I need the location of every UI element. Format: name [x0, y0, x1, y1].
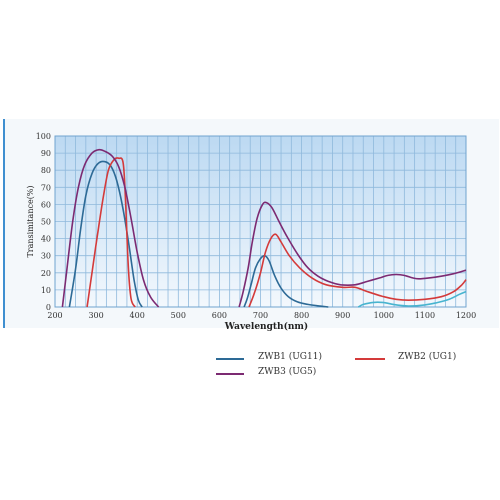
series-line-1-0 — [357, 290, 467, 308]
legend-swatch-zwb1 — [216, 358, 244, 360]
x-tick-label: 1200 — [456, 311, 476, 320]
y-tick-label: 20 — [41, 269, 51, 278]
y-tick-label: 100 — [36, 132, 51, 141]
series-line-3-0 — [61, 148, 160, 308]
x-tick-label: 900 — [335, 311, 350, 320]
y-tick-label: 30 — [41, 252, 51, 261]
x-tick-label: 1000 — [374, 311, 394, 320]
series-line-2-0 — [86, 157, 136, 308]
y-tick-label: 40 — [41, 235, 51, 244]
x-tick-label: 200 — [47, 311, 62, 320]
legend-swatch-zwb2 — [355, 358, 385, 360]
y-tick-label: 0 — [46, 303, 51, 312]
series-line-0-1 — [243, 254, 329, 308]
x-axis-label: Wavelength(nm) — [224, 321, 308, 332]
x-tick-label: 500 — [171, 311, 186, 320]
x-tick-label: 300 — [88, 311, 103, 320]
y-tick-label: 10 — [41, 286, 51, 295]
series-line-2-1 — [248, 233, 467, 308]
legend-swatch-zwb3 — [216, 373, 244, 375]
y-tick-label: 80 — [41, 166, 51, 175]
y-axis-label: Transimitance(%) — [26, 185, 35, 257]
x-tick-label: 600 — [212, 311, 227, 320]
legend-label-zwb3: ZWB3 (UG5) — [258, 367, 317, 377]
series-line-0-0 — [68, 160, 143, 308]
x-tick-label: 800 — [294, 311, 309, 320]
x-tick-label: 400 — [130, 311, 145, 320]
y-tick-label: 60 — [41, 200, 51, 209]
legend-label-zwb2: ZWB2 (UG1) — [398, 352, 457, 362]
x-tick-label: 700 — [253, 311, 268, 320]
plot-border — [54, 135, 467, 308]
y-tick-label: 90 — [41, 149, 51, 158]
y-tick-label: 70 — [41, 183, 51, 192]
y-tick-label: 50 — [41, 218, 51, 227]
series-line-3-1 — [238, 201, 467, 308]
legend-label-zwb1: ZWB1 (UG11) — [258, 352, 322, 362]
x-tick-label: 1100 — [415, 311, 435, 320]
